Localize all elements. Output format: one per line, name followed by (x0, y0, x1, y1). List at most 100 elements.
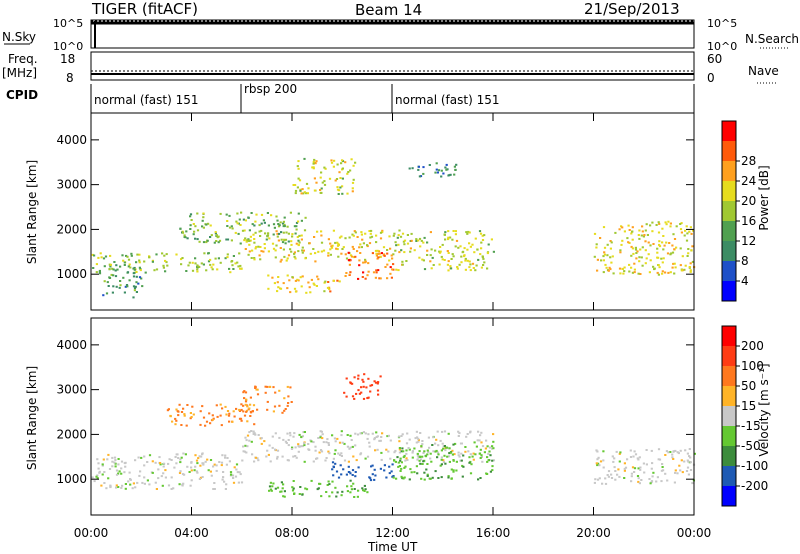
data-cell-band-0 (215, 469, 218, 472)
data-cell-band-1 (246, 445, 249, 448)
data-cell-band-0 (124, 483, 127, 485)
data-cell-band-1 (343, 459, 347, 462)
data-cell-band-6 (418, 455, 421, 458)
data-cell-band-1 (364, 457, 367, 460)
data-cell-band-9 (658, 222, 661, 225)
data-cell-band-9 (662, 235, 665, 237)
data-cell-band-2 (254, 231, 257, 234)
data-cell-band-7 (296, 165, 299, 168)
data-cell-band-0 (170, 476, 173, 479)
data-cell-band-3 (202, 216, 205, 219)
data-cell-band-2 (294, 257, 297, 260)
data-cell-band-6 (443, 233, 446, 236)
colorbar-swatch (722, 141, 736, 161)
data-cell-band-4 (282, 282, 285, 285)
data-cell-band-1 (398, 448, 401, 451)
data-cell-band-1 (242, 445, 245, 448)
data-cell-band-3 (209, 236, 212, 238)
data-cell-band-1 (248, 431, 251, 434)
data-cell-band-2 (618, 475, 621, 478)
data-cell-band-2 (596, 458, 599, 461)
nsky-tick-bottom: 10^0 (53, 40, 83, 53)
data-cell-band-0 (119, 284, 122, 287)
colorbar-tick-label: 4 (741, 274, 749, 288)
data-cell-band-1 (148, 256, 151, 259)
data-cell-band-1 (226, 256, 229, 259)
data-cell-band-2 (618, 452, 621, 455)
data-cell-band-6 (438, 263, 441, 266)
data-cell-band-0 (175, 462, 178, 465)
data-cell-band-9 (681, 255, 684, 258)
data-cell-band-2 (340, 252, 343, 255)
data-cell-band-3 (211, 418, 214, 421)
data-cell-band-2 (317, 250, 320, 253)
data-cell-band-2 (375, 241, 378, 244)
data-cell-band-2 (611, 455, 614, 458)
data-cell-band-0 (188, 471, 191, 473)
data-cell-band-0 (220, 464, 223, 467)
data-cell-band-1 (276, 455, 279, 458)
ytick-label: 2000 (56, 222, 87, 236)
colorbar-swatch (722, 281, 736, 301)
nsky-tick-top: 10^5 (53, 17, 83, 30)
data-cell-band-3 (206, 239, 209, 242)
data-cell-band-1 (248, 439, 251, 442)
data-cell-band-3 (254, 220, 257, 223)
data-cell-band-3 (205, 223, 208, 226)
data-cell-band-0 (135, 291, 138, 293)
data-cell-band-3 (199, 423, 202, 426)
data-cell-band-6 (426, 254, 429, 256)
data-cell-band-0 (198, 478, 201, 480)
data-cell-band-3 (275, 215, 278, 218)
data-cell-band-8 (454, 168, 457, 171)
data-cell-band-4 (279, 490, 282, 493)
data-cell-band-5 (364, 261, 367, 264)
data-cell-band-9 (648, 271, 651, 274)
data-cell-band-5 (390, 470, 393, 473)
data-cell-band-6 (446, 263, 449, 266)
data-cell-band-0 (132, 296, 135, 299)
data-cell-band-6 (398, 251, 401, 254)
data-cell-band-5 (367, 262, 370, 265)
data-cell-band-1 (492, 433, 495, 436)
data-cell-band-3 (297, 220, 300, 223)
data-cell-band-9 (602, 259, 605, 262)
data-cell-band-8 (286, 404, 289, 407)
data-cell-band-6 (440, 476, 443, 479)
data-cell-band-7 (376, 382, 379, 385)
data-cell-band-6 (392, 234, 395, 237)
data-cell-band-6 (404, 465, 407, 468)
data-cell-band-4 (331, 480, 334, 483)
data-cell-band-0 (103, 280, 106, 283)
data-cell-band-7 (361, 378, 364, 381)
data-cell-band-9 (662, 248, 665, 251)
data-cell-band-9 (603, 246, 607, 249)
data-cell-band-6 (447, 230, 450, 233)
data-cell-band-1 (97, 256, 100, 259)
data-cell-band-3 (230, 225, 233, 228)
data-cell-band-0 (119, 280, 122, 282)
data-cell-band-9 (642, 235, 645, 238)
data-cell-band-2 (391, 257, 394, 260)
data-cell-band-1 (307, 443, 310, 445)
data-cell-band-0 (98, 271, 101, 273)
data-cell-band-6 (428, 477, 431, 480)
data-cell-band-1 (340, 430, 343, 433)
data-cell-band-2 (320, 234, 323, 237)
data-cell-band-9 (658, 266, 661, 269)
data-cell-band-7 (336, 163, 339, 166)
data-cell-band-2 (342, 246, 345, 249)
data-cell-band-4 (294, 279, 297, 282)
data-cell-band-2 (330, 246, 334, 249)
data-cell-band-6 (401, 260, 404, 263)
data-cell-band-9 (621, 239, 624, 242)
data-cell-band-6 (488, 450, 491, 453)
data-cell-band-8 (435, 162, 438, 165)
data-cell-band-2 (607, 475, 610, 478)
data-cell-band-6 (415, 465, 418, 468)
data-cell-band-2 (254, 247, 257, 250)
data-cell-band-1 (437, 444, 440, 447)
data-cell-band-3 (240, 211, 243, 214)
data-cell-band-7 (350, 158, 353, 161)
data-cell-band-0 (212, 488, 215, 490)
